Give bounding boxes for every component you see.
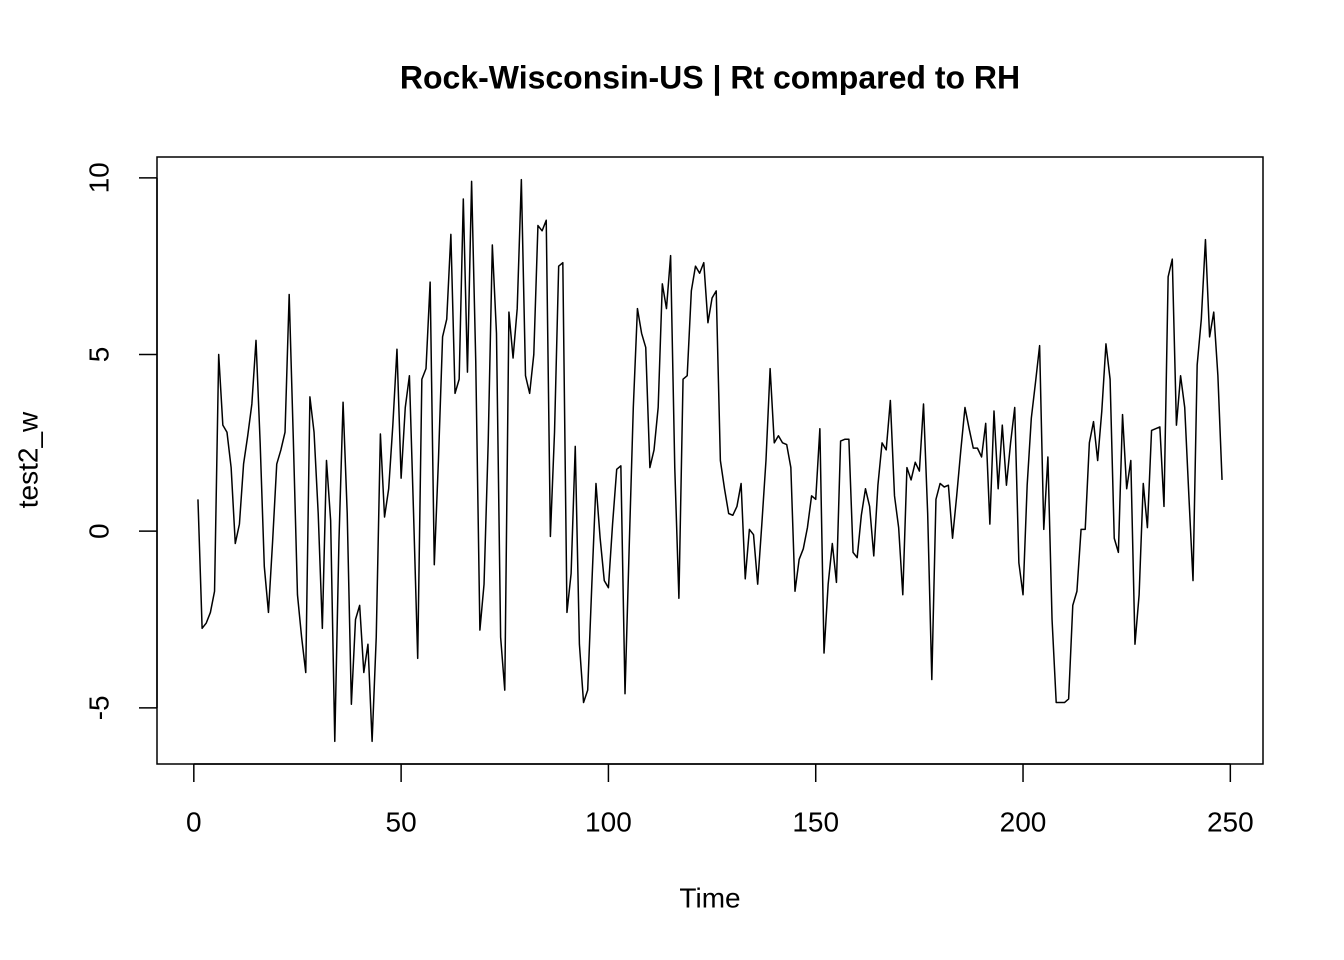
x-tick-label: 0 <box>186 806 202 837</box>
x-tick-label: 150 <box>792 806 839 837</box>
data-line <box>197 178 1223 743</box>
x-tick-label: 50 <box>386 806 417 837</box>
x-tick-label: 250 <box>1207 806 1254 837</box>
x-tick-label: 100 <box>585 806 632 837</box>
y-tick-label: 0 <box>83 523 114 539</box>
x-tick-label: 200 <box>1000 806 1047 837</box>
chart-title: Rock-Wisconsin-US | Rt compared to RH <box>400 59 1020 95</box>
y-axis-label: test2_w <box>12 411 43 508</box>
y-tick-label: -5 <box>83 695 114 720</box>
y-tick-label: 10 <box>83 162 114 193</box>
y-tick-label: 5 <box>83 347 114 363</box>
x-axis-label: Time <box>679 882 740 913</box>
